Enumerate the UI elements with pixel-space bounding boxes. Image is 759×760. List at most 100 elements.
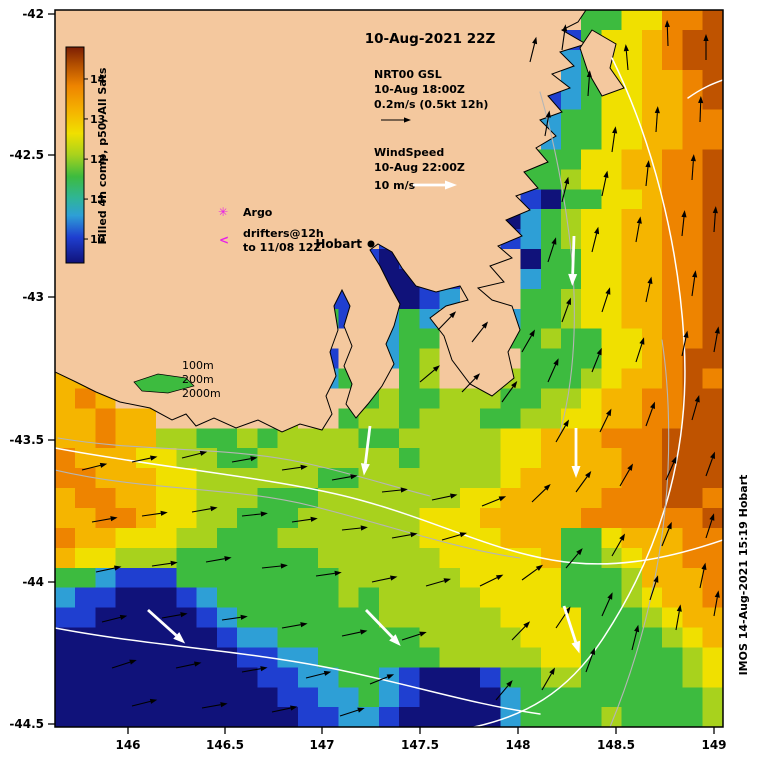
legend-drifters-1: drifters@12h [243,227,324,240]
sst-cell [581,607,602,629]
vector-shaft [713,597,718,617]
sst-cell [115,428,137,449]
sst-cell [682,269,704,290]
sst-cell [642,707,663,727]
sst-cell [115,687,137,708]
sst-cell [55,547,76,569]
sst-cell [75,707,96,727]
sst-cell [378,707,400,727]
sst-cell [297,508,319,529]
vector-head [692,270,698,278]
vector-head [495,574,504,581]
sst-cell [561,527,582,549]
sst-cell [55,647,76,668]
sst-cell [439,567,461,589]
sst-cell [115,448,137,469]
sst-cell [682,667,704,688]
sst-cell [702,428,723,449]
vector-head [627,463,633,471]
sst-cell [621,348,643,370]
sst-cell [540,368,562,390]
sst-cell [561,687,582,708]
contour [687,79,723,99]
sst-cell [216,707,238,727]
sst-cell [702,468,723,489]
sst-cell [419,488,441,509]
sst-cell [621,328,643,350]
sst-cell [520,288,542,310]
drifter-marker-icon: < [219,233,229,247]
sst-cell [338,508,360,529]
vector-shaft [341,527,361,531]
sst-cell [561,229,582,250]
vector-head [350,474,358,480]
sst-cell [601,10,623,31]
vector-shaft [547,243,555,263]
sst-cell [561,468,582,489]
sst-cell [480,627,501,648]
sst-cell [561,508,582,529]
sst-cell [601,89,623,111]
sst-cell [642,288,663,310]
vector-shaft [221,616,241,621]
sst-cell [540,468,562,489]
sst-cell [662,189,683,210]
depth-label-200m: 200m [182,373,214,386]
sst-cell [561,707,582,727]
sst-cell [682,388,704,409]
vector-head [666,521,672,530]
sst-cell [399,647,420,668]
sst-cell [662,29,683,51]
sst-cell [277,687,299,708]
sst-cell [257,587,279,609]
sst-cell [237,707,258,727]
sst-cell [399,707,420,727]
sst-cell [419,448,441,469]
sst-cell [702,269,723,290]
sst-cell [439,468,461,489]
sst-cell [156,587,177,609]
sst-cell [642,428,663,449]
vector-shaft [531,488,547,503]
vector-shaft [561,303,570,323]
vector-head [443,578,451,584]
colorbar-tick-label: 14 [90,73,106,86]
sst-cell [642,308,663,330]
sst-cell [480,667,501,688]
vector-head [210,506,218,512]
sst-cell [196,567,218,589]
vector-shaft [661,528,670,547]
sst-cell [176,448,198,469]
sst-cell [520,547,542,569]
sst-cell [500,627,522,648]
vector-head [671,456,677,464]
sst-cell [136,567,157,589]
sst-cell [156,428,177,449]
coastline [579,29,625,97]
sst-cell [520,328,542,350]
sst-cell [540,587,562,609]
vector-head [676,604,682,612]
sst-cell [601,647,623,668]
sst-cell [136,547,157,569]
sst-cell [520,348,542,370]
vector-shaft [619,469,630,487]
sst-cell [399,448,420,469]
colorbar: 14 13 12 11 10 Filled 4h comp, p50, All Sats [65,46,109,264]
legend-wind-title: WindSpeed [374,146,444,159]
sst-cell [601,388,623,409]
credit-text: IMOS 14-Aug-2021 15:19 Hobart [737,475,750,676]
sst-cell [196,547,218,569]
sst-cell [399,388,420,409]
sst-cell [581,269,602,290]
sst-cell [662,49,683,71]
sst-cell [520,627,542,648]
vector-head [450,493,458,499]
sst-cell [338,567,360,589]
sst-cell [662,288,683,310]
vector-head [506,680,513,688]
sst-cell [115,547,137,569]
vector-head [566,297,571,306]
sst-cell [642,468,663,489]
vector-head [129,659,137,665]
